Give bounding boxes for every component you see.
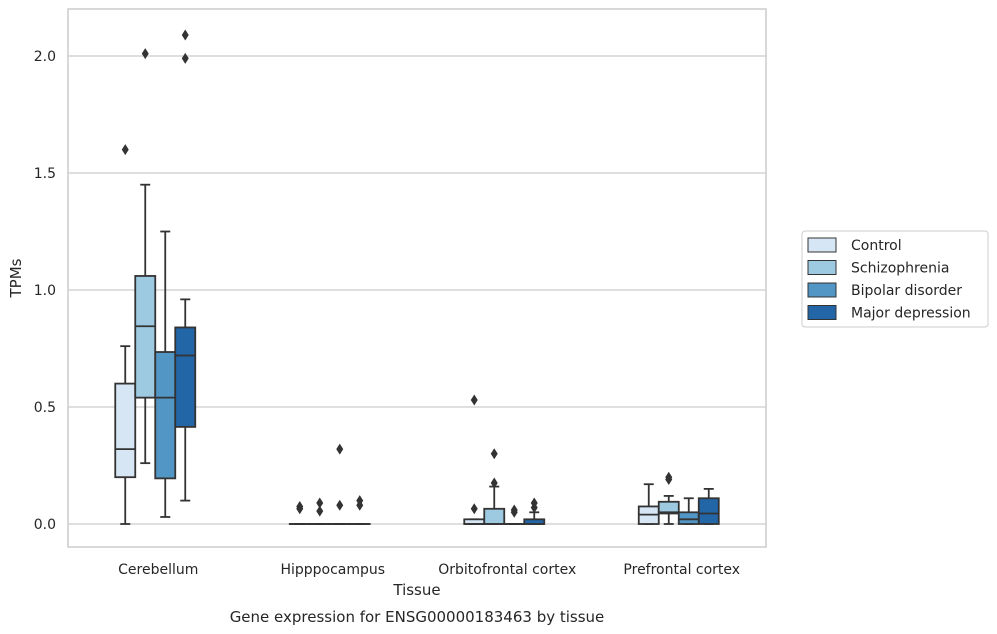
box-iqr — [154, 351, 177, 480]
outlier-point — [665, 471, 673, 483]
outlier-point — [470, 394, 478, 406]
box-iqr — [697, 497, 720, 525]
box-iqr — [483, 507, 506, 525]
y-tick-labels: 0.0 0.5 1.0 1.5 2.0 — [34, 49, 56, 533]
box-iqr — [677, 511, 700, 525]
box-schizophrenia — [134, 48, 157, 465]
outlier-point — [510, 504, 518, 516]
legend-frame — [801, 230, 989, 328]
box-schizophrenia — [657, 471, 680, 525]
chart-caption: Gene expression for ENSG00000183463 by t… — [230, 608, 605, 626]
x-tick-label: Cerebellum — [118, 562, 198, 578]
outlier-point — [141, 48, 149, 60]
outlier-point — [530, 497, 538, 509]
box-schizophrenia — [308, 497, 331, 525]
box-iqr — [174, 326, 197, 428]
boxes — [114, 29, 720, 525]
legend-swatch — [807, 237, 837, 253]
y-tick-label: 2.0 — [34, 49, 56, 65]
box-major-depression — [697, 487, 720, 525]
outlier-point — [470, 503, 478, 515]
x-tick-label: Prefrontal cortex — [623, 562, 740, 578]
outlier-point — [181, 29, 189, 41]
box-schizophrenia — [483, 448, 506, 525]
y-tick-label: 0.0 — [34, 517, 56, 533]
x-tick-label: Hipppocampus — [280, 562, 385, 578]
box-bipolar-disorder — [503, 504, 526, 525]
box-bipolar-disorder — [677, 497, 700, 525]
x-tick-labels: Cerebellum Hipppocampus Orbitofrontal cort… — [118, 562, 740, 578]
legend-swatch — [807, 305, 837, 320]
box-control — [637, 483, 660, 525]
outlier-point — [336, 443, 344, 455]
legend-items: Control Schizophrenia Bipolar disorder Majo… — [807, 237, 971, 322]
outlier-point — [316, 497, 324, 509]
outlier-point — [356, 495, 364, 507]
box-control — [114, 144, 137, 525]
box-major-depression — [348, 495, 371, 525]
box-control — [463, 394, 486, 525]
legend-swatch — [807, 260, 837, 275]
outlier-point — [490, 448, 498, 460]
box-major-depression — [174, 29, 197, 502]
outlier-point — [121, 144, 129, 156]
box-bipolar-disorder — [328, 443, 351, 525]
box-bipolar-disorder — [154, 230, 177, 518]
y-tick-label: 0.5 — [34, 400, 56, 416]
plot-frame — [67, 8, 767, 548]
outlier-point — [336, 499, 344, 511]
y-axis-label: TPMs — [7, 258, 25, 298]
box-control — [288, 500, 311, 525]
box-iqr — [114, 382, 137, 479]
outlier-point — [316, 505, 324, 517]
legend-swatch — [807, 282, 837, 298]
legend-label: Major depression — [851, 306, 971, 322]
legend: Control Schizophrenia Bipolar disorder Majo… — [801, 230, 989, 328]
legend-label: Control — [851, 238, 902, 254]
y-tick-label: 1.5 — [34, 166, 56, 182]
outlier-point — [181, 52, 189, 64]
box-major-depression — [523, 497, 546, 525]
legend-label: Bipolar disorder — [851, 283, 962, 299]
box-iqr — [657, 500, 680, 515]
x-tick-label: Orbitofrontal cortex — [438, 562, 576, 578]
box-iqr — [134, 275, 157, 399]
outlier-point — [296, 500, 304, 512]
y-tick-label: 1.0 — [34, 283, 56, 299]
x-axis-label: Tissue — [392, 581, 440, 599]
legend-label: Schizophrenia — [851, 261, 949, 277]
outlier-point — [490, 477, 498, 489]
